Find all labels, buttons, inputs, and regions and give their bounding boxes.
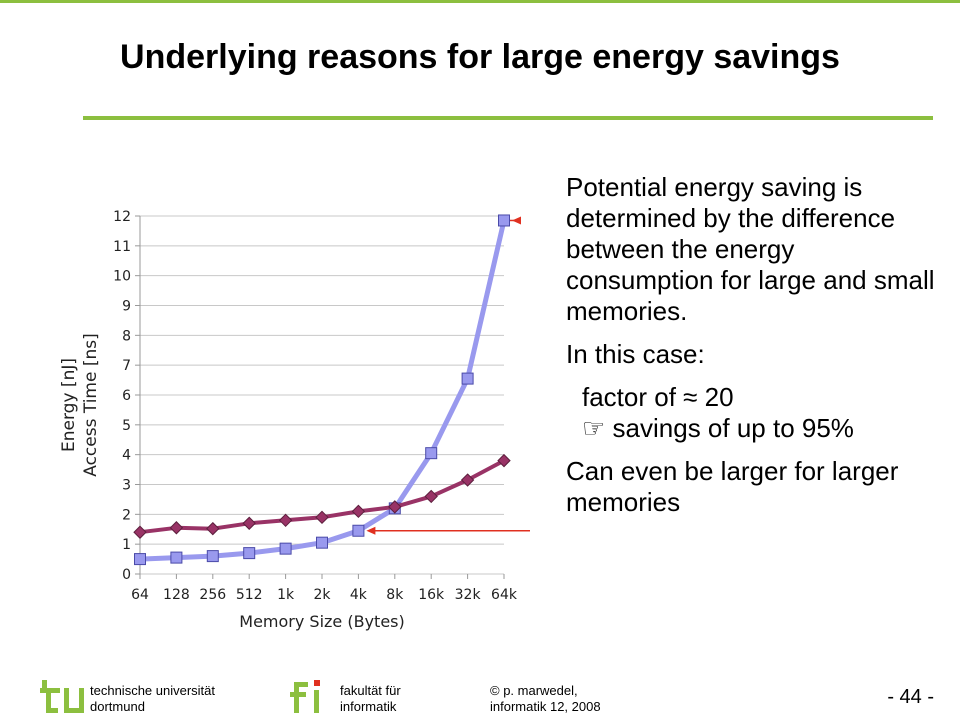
x-tick-label: 64 — [131, 587, 149, 603]
savings-text: savings of up to 95% — [612, 413, 854, 443]
x-tick-label: 128 — [163, 587, 190, 603]
y-axis-label-energy: Energy [nJ] — [60, 358, 79, 452]
y-tick-label: 3 — [122, 478, 131, 494]
bottom-arrow-head — [366, 526, 376, 535]
explanation-text: Potential energy saving is determined by… — [566, 172, 946, 518]
series-2-point — [206, 521, 220, 536]
y-tick-label: 9 — [122, 299, 131, 315]
tu-dortmund-logo — [40, 680, 84, 713]
y-tick-label: 8 — [122, 328, 131, 344]
footer: technische universität dortmund fakultät… — [0, 672, 960, 720]
x-tick-label: 64k — [491, 587, 518, 603]
series-1-point — [461, 372, 474, 385]
y-axis-label-access-time: Access Time [ns] — [81, 333, 101, 477]
series-2-point — [278, 513, 293, 528]
top-accent-line — [0, 0, 960, 3]
series-1-point — [170, 551, 183, 564]
y-tick-label: 1 — [122, 537, 131, 553]
larger-memories-paragraph: Can even be larger for larger memories — [566, 456, 899, 517]
series-2-point — [351, 504, 366, 519]
series-2-point — [460, 473, 475, 487]
chart-grid — [135, 215, 505, 579]
y-tick-label: 11 — [113, 239, 131, 255]
series-2-point — [315, 510, 329, 525]
university-line-1: technische universität — [90, 683, 216, 698]
y-tick-label: 2 — [122, 507, 131, 523]
series-1-point — [134, 553, 146, 566]
series-2-point — [169, 521, 184, 535]
y-tick-label: 12 — [113, 209, 131, 225]
slide-title: Underlying reasons for large energy savi… — [120, 38, 840, 76]
y-tick-label: 10 — [113, 269, 131, 285]
copyright-notice: © p. marwedel, informatik 12, 2008 — [490, 683, 601, 715]
in-this-case-label: In this case: — [566, 339, 705, 369]
x-tick-label: 8k — [386, 587, 404, 603]
series-1-point — [498, 214, 510, 227]
energy-saving-paragraph: Potential energy saving is determined by… — [566, 172, 935, 326]
faculty-line-2: informatik — [340, 699, 397, 714]
series-line-1 — [139, 219, 507, 562]
x-tick-labels: 64 128 256 512 1k 2k 4k 8k 16k 32k 64k — [131, 587, 518, 603]
top-arrow-head — [512, 216, 521, 225]
y-tick-label: 0 — [122, 567, 131, 583]
x-tick-label: 1k — [277, 587, 295, 603]
x-tick-label: 16k — [418, 587, 445, 603]
series-1-point — [243, 547, 256, 560]
faculty-line-1: fakultät für — [340, 683, 401, 698]
university-name: technische universität dortmund — [90, 683, 215, 715]
series-1-point — [352, 524, 365, 537]
series-1-point — [425, 447, 438, 460]
university-line-2: dortmund — [90, 699, 145, 714]
series-1-point — [206, 550, 219, 563]
series-1-point — [316, 536, 328, 549]
x-tick-label: 32k — [455, 587, 482, 603]
series-2-point — [497, 453, 511, 468]
savings-line: ☞ savings of up to 95% — [566, 413, 946, 444]
factor-line: factor of ≈ 20 — [582, 382, 734, 412]
faculty-name: fakultät für informatik — [340, 683, 401, 715]
series-2-point — [388, 500, 402, 514]
title-underline — [83, 116, 933, 120]
copyright-line-1: © p. marwedel, — [490, 683, 578, 698]
series-2-point — [242, 516, 256, 530]
x-tick-label: 512 — [236, 587, 263, 603]
x-tick-label: 2k — [313, 587, 331, 603]
series-1-point — [279, 542, 292, 555]
chart-arrows — [366, 216, 530, 535]
pointing-hand-icon: ☞ — [582, 413, 606, 443]
y-tick-label: 4 — [122, 448, 131, 464]
faculty-fi-logo — [290, 680, 320, 713]
series-2-point — [424, 489, 438, 504]
x-tick-label: 256 — [199, 587, 226, 603]
x-tick-label: 4k — [350, 587, 368, 603]
copyright-line-2: informatik 12, 2008 — [490, 699, 601, 714]
y-tick-label: 7 — [122, 358, 131, 374]
y-tick-label: 6 — [122, 388, 131, 404]
x-axis-label: Memory Size (Bytes) — [239, 612, 404, 631]
chart-series — [133, 214, 511, 566]
y-tick-label: 5 — [122, 418, 131, 434]
series-2-point — [133, 525, 147, 539]
page-number: - 44 - — [887, 686, 934, 708]
